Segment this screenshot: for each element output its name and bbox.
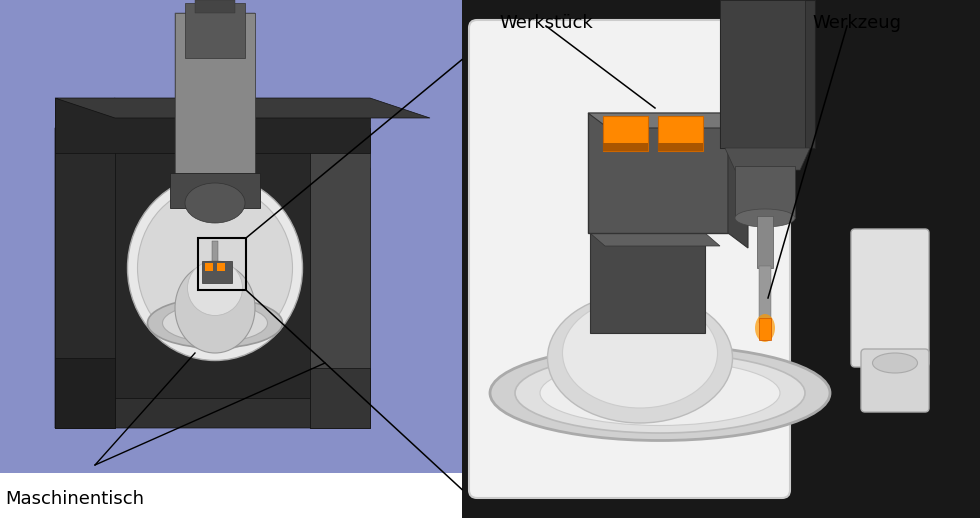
Ellipse shape: [540, 361, 780, 425]
Polygon shape: [728, 113, 748, 248]
Bar: [757, 216, 773, 268]
Bar: [212, 241, 218, 261]
Bar: [0, 0, 462, 473]
Ellipse shape: [187, 261, 242, 315]
Ellipse shape: [148, 298, 282, 348]
Bar: [720, 0, 805, 148]
Polygon shape: [55, 98, 430, 118]
FancyBboxPatch shape: [469, 20, 790, 498]
Bar: [55, 98, 115, 428]
Bar: [735, 166, 795, 218]
Ellipse shape: [137, 185, 292, 351]
Polygon shape: [310, 138, 370, 428]
Ellipse shape: [515, 353, 805, 433]
Ellipse shape: [175, 263, 255, 353]
Text: Werkzeug: Werkzeug: [812, 14, 902, 32]
Ellipse shape: [185, 183, 245, 223]
Polygon shape: [55, 398, 370, 428]
Text: Werkstück: Werkstück: [499, 14, 593, 32]
Bar: [658, 116, 703, 151]
Bar: [185, 3, 245, 58]
Bar: [198, 238, 246, 290]
Bar: [175, 13, 255, 178]
Bar: [55, 98, 370, 153]
Bar: [759, 266, 771, 323]
Bar: [603, 143, 648, 151]
Ellipse shape: [872, 353, 917, 373]
Bar: [759, 318, 771, 340]
Polygon shape: [55, 98, 115, 428]
FancyBboxPatch shape: [861, 349, 929, 412]
Text: Maschinentisch: Maschinentisch: [5, 490, 144, 508]
Ellipse shape: [490, 346, 830, 440]
Bar: [217, 263, 225, 271]
Ellipse shape: [735, 209, 795, 227]
Bar: [310, 368, 370, 428]
FancyBboxPatch shape: [851, 229, 929, 367]
Bar: [462, 0, 980, 518]
Polygon shape: [725, 148, 810, 170]
Polygon shape: [175, 13, 255, 178]
Bar: [590, 233, 705, 333]
Bar: [205, 263, 213, 271]
Ellipse shape: [755, 314, 775, 342]
Polygon shape: [590, 233, 720, 246]
Bar: [310, 128, 370, 428]
Bar: [603, 116, 648, 151]
Bar: [195, 0, 235, 13]
Ellipse shape: [548, 293, 732, 423]
Bar: [588, 113, 728, 233]
Bar: [115, 128, 310, 398]
Bar: [170, 173, 260, 208]
Bar: [202, 261, 232, 283]
Polygon shape: [588, 113, 748, 128]
Bar: [55, 358, 115, 428]
Ellipse shape: [563, 298, 717, 408]
Bar: [720, 0, 815, 148]
Ellipse shape: [163, 304, 268, 342]
Bar: [658, 143, 703, 151]
Ellipse shape: [127, 176, 303, 361]
